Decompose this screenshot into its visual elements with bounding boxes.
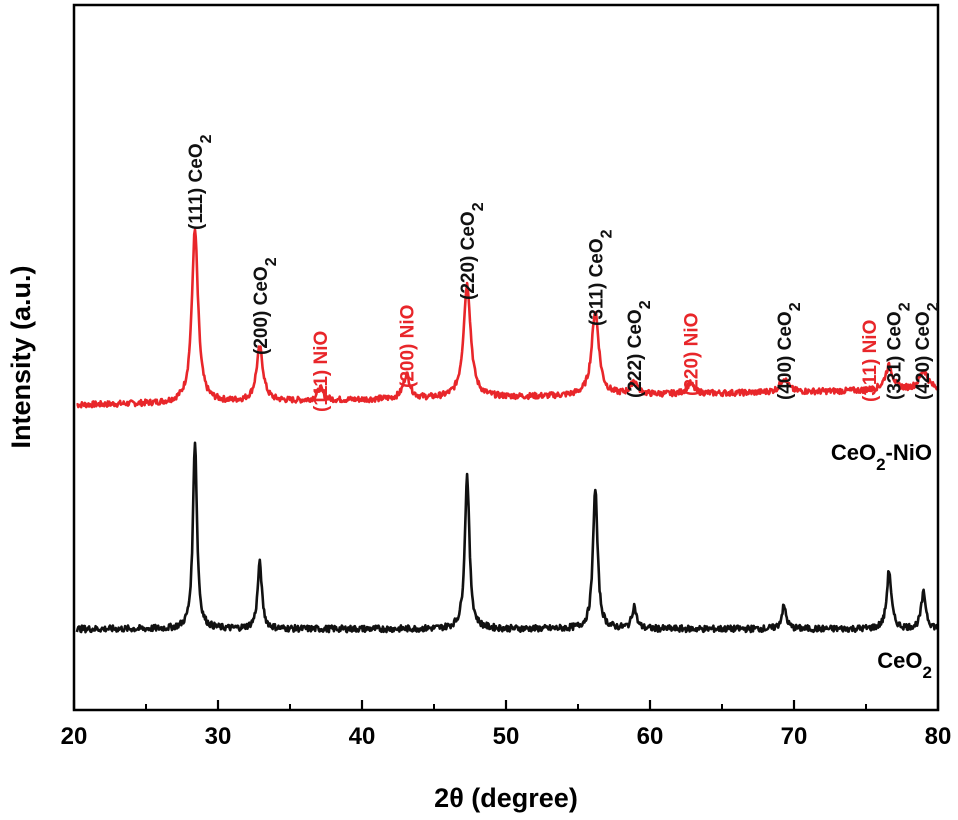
peak-label-222-ceo: (222) CeO2 — [625, 300, 654, 398]
series-line-ceo2 — [75, 441, 940, 634]
peak-label-111-nio: (111) NiO — [311, 331, 332, 412]
x-tick-label: 70 — [781, 723, 808, 750]
peak-label-331-ceo: (331) CeO2 — [884, 302, 913, 400]
series-label-ceo2-nio: CeO2-NiO — [831, 440, 932, 474]
x-tick-label: 40 — [349, 723, 376, 750]
peak-label-200-ceo: (200) CeO2 — [251, 257, 280, 355]
x-tick-label: 20 — [61, 723, 88, 750]
y-axis-label: Intensity (a.u.) — [6, 265, 36, 448]
x-axis-ticks: 20 30 40 50 60 70 80 — [61, 700, 952, 750]
xrd-traces — [75, 228, 940, 634]
plot-frame — [72, 3, 940, 712]
peak-label-311-nio: (311) NiO — [860, 320, 881, 402]
peak-label-220-nio: (220) NiO — [681, 313, 702, 396]
series-label-ceo2: CeO2 — [877, 648, 932, 682]
x-tick-label: 60 — [637, 723, 664, 750]
peak-label-400-ceo: (400) CeO2 — [775, 302, 804, 400]
series-labels: CeO2-NiO CeO2 — [831, 440, 932, 682]
series-line-ceo2-nio — [76, 228, 940, 409]
x-axis-label: 2θ (degree) — [434, 783, 578, 813]
x-tick-label: 50 — [493, 723, 520, 750]
peak-label-200-nio: (200) NiO — [398, 305, 419, 388]
peak-label-220-ceo: (220) CeO2 — [458, 202, 487, 300]
peak-label-420-ceo: (420) CeO2 — [913, 302, 942, 400]
x-tick-label: 30 — [205, 723, 232, 750]
peak-label-111-ceo: (111) CeO2 — [186, 134, 215, 230]
peak-annotations: (111) CeO2 (200) CeO2 (111) NiO (200) NiO (2… — [186, 134, 942, 412]
peak-label-311-ceo: (311) CeO2 — [586, 229, 615, 326]
x-tick-label: 80 — [925, 723, 952, 750]
